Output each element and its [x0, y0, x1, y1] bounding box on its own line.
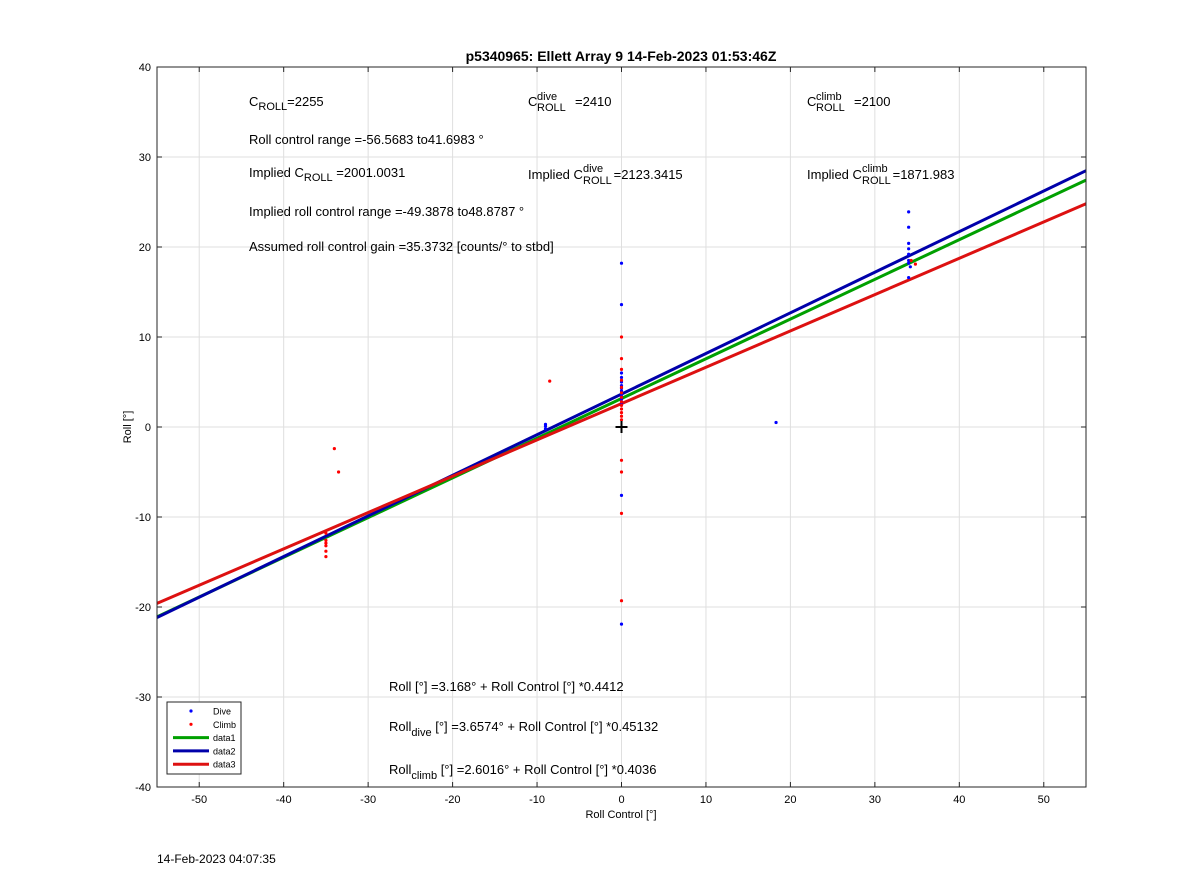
- climb-point: [619, 357, 624, 361]
- climb-point: [619, 407, 624, 411]
- climb-point: [332, 447, 336, 451]
- dive-point: [907, 258, 911, 263]
- dive-point: [774, 420, 778, 425]
- croll-annotation: CROLL=2255: [249, 94, 324, 113]
- plot-frame: [156, 66, 1087, 788]
- legend-swatch-Dive: [189, 709, 193, 713]
- footer-timestamp: 14-Feb-2023 04:07:35: [157, 852, 276, 866]
- x-tick-label: -50: [191, 794, 207, 806]
- climb-point: [324, 549, 328, 553]
- climb-point: [619, 385, 624, 389]
- x-tick-label: 20: [784, 794, 796, 806]
- dive-point: [908, 265, 912, 269]
- fit-equation-climb: Rollclimb [°] =2.6016° + Roll Control [°…: [389, 762, 656, 782]
- dive-point: [619, 261, 624, 265]
- climb-point: [619, 418, 624, 422]
- climb-point: [619, 378, 624, 382]
- dive-point: [907, 225, 911, 229]
- dive-point: [907, 252, 911, 256]
- dive-point: [543, 427, 548, 431]
- climb-point: [913, 262, 918, 266]
- legend: Dive Climb data1 data2 data3: [166, 701, 242, 775]
- legend-label-data2: data2: [213, 746, 236, 756]
- climb-point: [619, 367, 624, 371]
- x-tick-label: 50: [1038, 794, 1050, 806]
- origin-plus-marker: [615, 421, 628, 433]
- climb-point: [619, 411, 624, 415]
- implied-croll-climb-annotation: Implied Cclimb ROLL =1871.983: [807, 163, 954, 187]
- x-tick-label: 10: [700, 794, 712, 806]
- legend-swatch-Climb: [189, 722, 193, 726]
- climb-point: [619, 470, 624, 474]
- climb-point: [619, 403, 624, 407]
- legend-label-data1: data1: [213, 733, 236, 743]
- fit-equation-dive: Rolldive [°] =3.6574° + Roll Control [°]…: [389, 719, 658, 739]
- dive-point: [907, 276, 911, 280]
- x-tick-label: -40: [276, 794, 292, 806]
- climb-point: [909, 258, 913, 263]
- climb-point: [619, 458, 624, 462]
- climb-point: [619, 391, 624, 395]
- dive-point: [907, 210, 911, 214]
- legend-label-Climb: Climb: [213, 720, 236, 730]
- climb-point: [336, 470, 341, 474]
- dive-point: [619, 622, 624, 626]
- y-tick-label: 20: [139, 242, 151, 254]
- climb-point: [619, 400, 624, 404]
- x-tick-label: -10: [529, 794, 545, 806]
- chart-title: p5340965: Ellett Array 9 14-Feb-2023 01:…: [466, 48, 777, 64]
- x-tick-label: 0: [618, 794, 624, 806]
- croll-climb-annotation: Cclimb ROLL =2100: [807, 91, 891, 114]
- x-axis-label: Roll Control [°]: [585, 809, 656, 821]
- dive-point: [619, 371, 624, 375]
- fit-equation-all: Roll [°] =3.168° + Roll Control [°] *0.4…: [389, 679, 624, 694]
- y-tick-label: -10: [135, 512, 151, 524]
- roll-control-range-annotation: Roll control range =-56.5683 to41.6983 °: [249, 132, 484, 147]
- y-axis-label: Roll [°]: [122, 411, 134, 444]
- y-tick-label: -40: [135, 782, 151, 794]
- climb-point: [619, 599, 624, 603]
- implied-croll-dive-annotation: Implied Cdive ROLL =2123.3415: [528, 163, 683, 187]
- implied-croll-annotation: Implied CROLL =2001.0031: [249, 165, 405, 184]
- climb-point: [324, 538, 328, 543]
- climb-point: [548, 379, 552, 383]
- data-points: [324, 210, 918, 626]
- climb-point: [619, 335, 624, 339]
- dive-point: [907, 247, 911, 251]
- legend-label-Dive: Dive: [213, 707, 231, 717]
- y-tick-label: 40: [139, 62, 151, 74]
- y-tick-label: 0: [145, 422, 151, 434]
- climb-point: [324, 541, 328, 545]
- roll-control-gain-annotation: Assumed roll control gain =35.3732 [coun…: [249, 239, 554, 254]
- y-tick-label: 10: [139, 332, 151, 344]
- y-tick-label: -30: [135, 692, 151, 704]
- dive-point: [619, 493, 624, 497]
- climb-point: [619, 395, 624, 399]
- axis-ticks: -50 -40 -30 -20 -10 0 10 20 30 40 50 -40 -30 -20 -10 0 1…: [135, 62, 1086, 806]
- dive-point: [619, 303, 624, 307]
- climb-point: [324, 555, 328, 559]
- x-tick-label: -30: [360, 794, 376, 806]
- dive-point: [907, 261, 911, 265]
- x-tick-label: -20: [445, 794, 461, 806]
- x-tick-label: 40: [953, 794, 965, 806]
- x-tick-label: 30: [869, 794, 881, 806]
- legend-label-data3: data3: [213, 760, 236, 770]
- climb-point: [324, 531, 328, 535]
- climb-point: [324, 544, 328, 548]
- implied-roll-control-range-annotation: Implied roll control range =-49.3878 to4…: [249, 204, 524, 219]
- dive-point: [543, 424, 548, 428]
- dive-point: [619, 375, 624, 380]
- climb-point: [619, 511, 624, 515]
- dive-point: [907, 241, 911, 245]
- y-tick-label: -20: [135, 602, 151, 614]
- y-tick-label: 30: [139, 152, 151, 164]
- croll-dive-annotation: Cdive ROLL =2410: [528, 91, 612, 114]
- climb-point: [619, 414, 624, 418]
